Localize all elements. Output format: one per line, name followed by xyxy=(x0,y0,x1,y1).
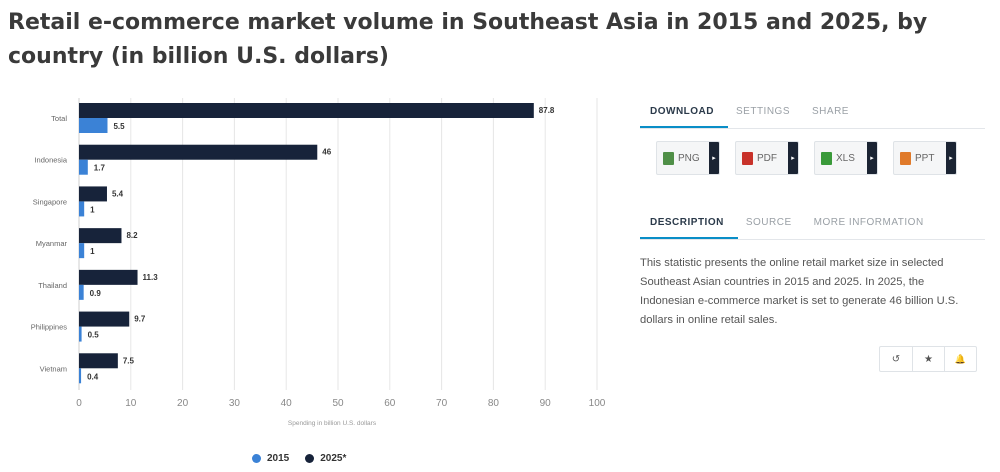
image-file-icon xyxy=(663,151,674,165)
tab-settings[interactable]: SETTINGS xyxy=(736,105,791,117)
data-label-2025: 11.3 xyxy=(143,273,159,282)
x-axis-label: Spending in billion U.S. dollars xyxy=(288,420,377,427)
data-label-2015: 0.5 xyxy=(88,331,100,340)
tabs-divider xyxy=(640,239,985,240)
favorite-button[interactable]: ★ xyxy=(912,347,944,371)
category-label: Singapore xyxy=(33,197,67,206)
bar-2025 xyxy=(79,103,534,118)
x-tick-label: 90 xyxy=(540,398,552,409)
data-label-2015: 5.5 xyxy=(113,122,125,131)
x-tick-label: 20 xyxy=(177,398,189,409)
description-text: This statistic presents the online retai… xyxy=(640,257,959,326)
data-label-2025: 8.2 xyxy=(126,231,138,240)
bar-chart: 0 10 20 30 40 50 60 70 80 90 100 Spending in billio… xyxy=(31,98,606,427)
bar-2015 xyxy=(79,326,82,342)
category-label: Indonesia xyxy=(34,156,67,165)
legend-item-2015[interactable]: 2015 xyxy=(252,453,289,464)
caret-icon: ▸ xyxy=(788,142,798,174)
caret-icon: ▸ xyxy=(709,142,719,174)
bar-2015 xyxy=(79,118,108,133)
tab-download[interactable]: DOWNLOAD xyxy=(650,105,714,117)
history-icon: ↺ xyxy=(891,353,901,365)
data-label-2015: 1 xyxy=(90,247,95,256)
presentation-file-icon xyxy=(900,151,911,165)
download-ppt-button[interactable]: PPT ▸ xyxy=(893,141,957,175)
data-label-2015: 0.9 xyxy=(90,289,102,298)
bar-2015 xyxy=(79,159,88,175)
data-label-2025: 7.5 xyxy=(123,356,135,365)
x-tick-label: 0 xyxy=(76,398,82,409)
active-tab-indicator xyxy=(640,237,738,239)
download-png-label: PNG xyxy=(678,152,700,164)
bar-2015 xyxy=(79,201,85,217)
x-tick-label: 10 xyxy=(125,398,137,409)
legend-swatch-2015 xyxy=(252,453,261,463)
download-ppt-label: PPT xyxy=(915,152,935,164)
x-tick-label: 100 xyxy=(589,398,606,409)
legend-label-2015: 2015 xyxy=(267,452,290,464)
tool-buttons: ↺ ★ 🔔 xyxy=(879,346,977,372)
category-label: Myanmar xyxy=(36,239,68,248)
star-icon: ★ xyxy=(924,353,933,365)
tool-row: ↺ ★ 🔔 xyxy=(640,346,977,372)
download-png-button[interactable]: PNG ▸ xyxy=(656,141,720,175)
bar-2025 xyxy=(79,269,138,285)
chart-title: Retail e-commerce market volume in South… xyxy=(8,10,928,69)
download-xls-label: XLS xyxy=(836,152,855,164)
category-label: Thailand xyxy=(38,281,67,290)
legend-label-2025: 2025* xyxy=(320,452,347,464)
x-tick-label: 60 xyxy=(384,398,396,409)
x-tick-label: 40 xyxy=(281,398,293,409)
caret-icon: ▸ xyxy=(946,142,956,174)
data-label-2015: 1.7 xyxy=(94,164,106,173)
tab-description[interactable]: DESCRIPTION xyxy=(650,216,724,228)
data-label-2015: 0.4 xyxy=(87,372,99,381)
download-xls-button[interactable]: XLS ▸ xyxy=(814,141,878,175)
tab-share[interactable]: SHARE xyxy=(812,105,849,117)
side-panel: DOWNLOAD SETTINGS SHARE PNG ▸ PDF ▸ XLS xyxy=(640,100,985,372)
info-tabs: DESCRIPTION SOURCE MORE INFORMATION xyxy=(640,211,985,239)
data-label-2025: 87.8 xyxy=(539,106,555,115)
bar-2025 xyxy=(79,186,107,202)
x-tick-label: 50 xyxy=(332,398,344,409)
x-tick-label: 70 xyxy=(436,398,448,409)
data-label-2025: 5.4 xyxy=(112,189,124,198)
bar-2025 xyxy=(79,144,318,160)
bar-2025 xyxy=(79,228,122,244)
bar-2015 xyxy=(79,284,84,300)
download-pdf-label: PDF xyxy=(757,152,777,164)
x-tick-label: 30 xyxy=(229,398,241,409)
tabs-divider xyxy=(640,128,985,129)
history-button[interactable]: ↺ xyxy=(880,347,912,371)
bell-icon: 🔔 xyxy=(954,353,967,364)
category-label: Philippines xyxy=(31,323,68,332)
bar-2015 xyxy=(79,243,85,259)
pdf-file-icon xyxy=(742,151,753,165)
active-tab-indicator xyxy=(640,126,728,128)
notification-button[interactable]: 🔔 xyxy=(944,347,976,371)
spreadsheet-file-icon xyxy=(821,151,832,165)
caret-icon: ▸ xyxy=(867,142,877,174)
legend-swatch-2025 xyxy=(305,453,315,463)
category-label: Vietnam xyxy=(40,364,67,373)
category-label: Total xyxy=(51,114,67,123)
tab-source[interactable]: SOURCE xyxy=(745,216,792,228)
data-label-2015: 1 xyxy=(90,205,95,214)
x-tick-label: 80 xyxy=(488,398,500,409)
download-pdf-button[interactable]: PDF ▸ xyxy=(735,141,799,175)
bar-2015 xyxy=(79,368,82,384)
chart-area: 0 10 20 30 40 50 60 70 80 90 100 Spending in billio… xyxy=(0,90,620,472)
legend-item-2025[interactable]: 2025* xyxy=(305,453,346,464)
download-buttons: PNG ▸ PDF ▸ XLS ▸ PPT ▸ xyxy=(640,141,985,175)
chart-legend: 2015 2025* xyxy=(252,450,346,466)
data-label-2025: 9.7 xyxy=(134,315,146,324)
bar-2025 xyxy=(79,311,130,327)
bar-2025 xyxy=(79,353,118,369)
download-tabs: DOWNLOAD SETTINGS SHARE xyxy=(640,100,985,128)
data-label-2025: 46 xyxy=(322,148,331,157)
tab-more-information[interactable]: MORE INFORMATION xyxy=(813,216,924,228)
